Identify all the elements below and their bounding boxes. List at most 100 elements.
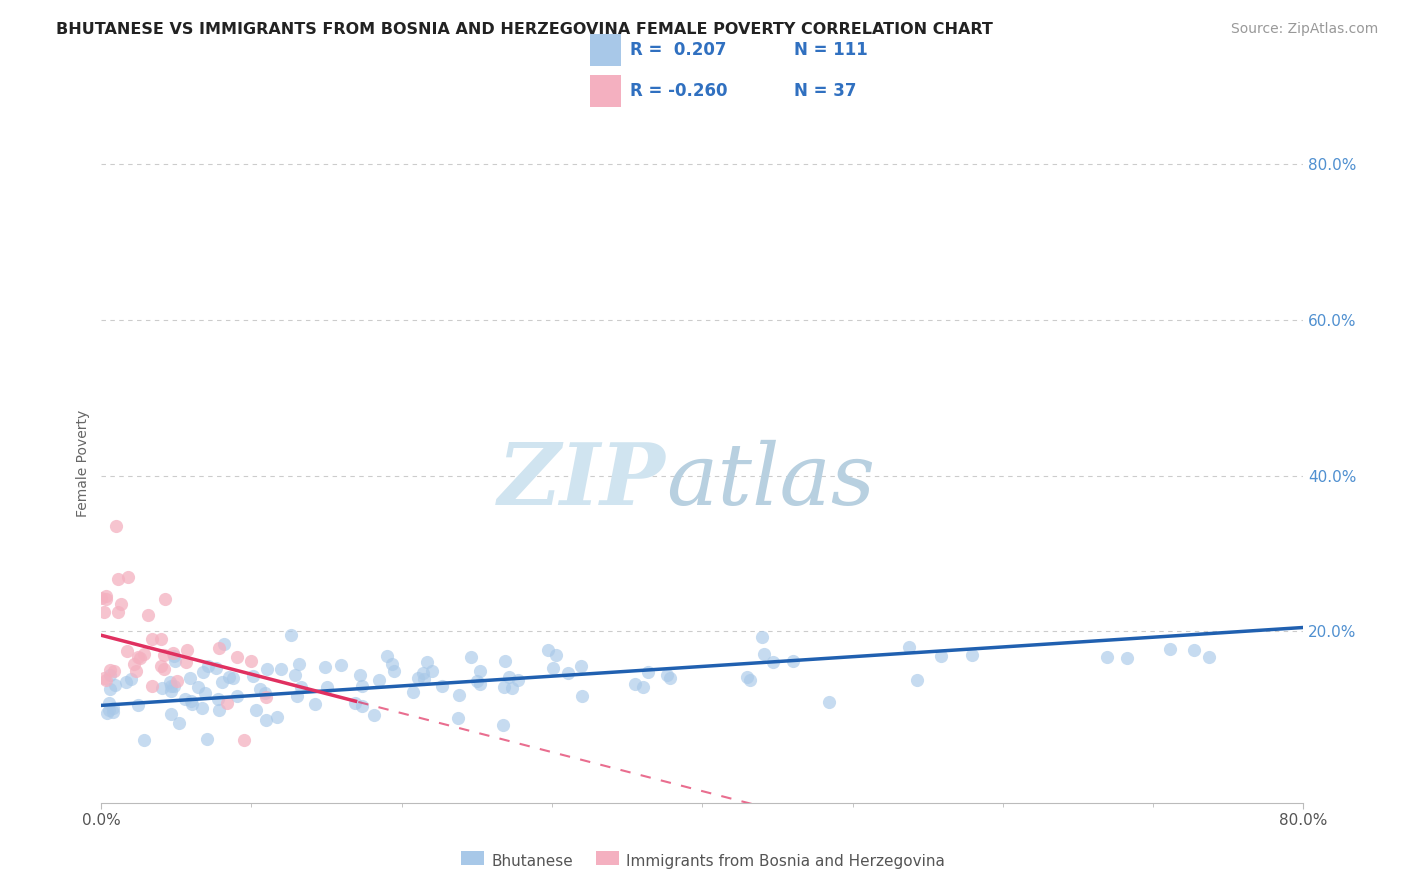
- Point: [352, 679, 374, 693]
- Point: [197, 732, 219, 747]
- Point: [494, 654, 516, 668]
- Point: [541, 661, 564, 675]
- Text: BHUTANESE VS IMMIGRANTS FROM BOSNIA AND HERZEGOVINA FEMALE POVERTY CORRELATION C: BHUTANESE VS IMMIGRANTS FROM BOSNIA AND …: [56, 22, 993, 37]
- Text: R =  0.207: R = 0.207: [630, 41, 727, 59]
- Point: [93, 671, 115, 685]
- Point: [110, 597, 132, 611]
- Point: [104, 677, 127, 691]
- Point: [280, 628, 302, 642]
- Point: [315, 680, 337, 694]
- Point: [762, 655, 785, 669]
- Point: [363, 708, 385, 723]
- Point: [557, 665, 579, 680]
- Bar: [589, 75, 620, 107]
- Point: [406, 671, 429, 685]
- Point: [907, 673, 929, 687]
- Point: [284, 667, 307, 681]
- Point: [1095, 649, 1118, 664]
- Point: [222, 671, 245, 685]
- Point: [1198, 650, 1220, 665]
- Point: [658, 671, 681, 685]
- Point: [239, 654, 262, 668]
- Point: [149, 632, 172, 646]
- Point: [163, 654, 186, 668]
- Text: N = 37: N = 37: [794, 82, 856, 100]
- Point: [163, 649, 186, 664]
- Point: [460, 650, 482, 665]
- Point: [465, 674, 488, 689]
- Point: [330, 657, 353, 672]
- Point: [208, 640, 231, 655]
- Point: [491, 718, 513, 732]
- Point: [159, 674, 181, 689]
- Point: [449, 688, 471, 702]
- Point: [127, 649, 149, 664]
- Point: [233, 733, 256, 747]
- Point: [402, 684, 425, 698]
- Point: [381, 657, 404, 671]
- Point: [207, 691, 229, 706]
- Point: [98, 703, 121, 717]
- Point: [349, 668, 371, 682]
- Point: [98, 667, 121, 681]
- Text: Source: ZipAtlas.com: Source: ZipAtlas.com: [1230, 22, 1378, 37]
- Point: [187, 680, 209, 694]
- Point: [314, 660, 336, 674]
- Point: [132, 647, 155, 661]
- Bar: [589, 34, 620, 66]
- Point: [226, 650, 249, 665]
- Point: [115, 644, 138, 658]
- Point: [180, 694, 202, 708]
- Point: [897, 640, 920, 654]
- Point: [420, 665, 443, 679]
- Point: [125, 665, 148, 679]
- Point: [412, 665, 434, 680]
- Point: [122, 657, 145, 671]
- Point: [98, 681, 121, 696]
- Point: [98, 663, 121, 677]
- Point: [288, 657, 311, 672]
- Point: [169, 716, 191, 731]
- Point: [782, 654, 804, 668]
- Point: [447, 711, 470, 725]
- Point: [191, 665, 214, 679]
- Point: [254, 690, 277, 705]
- Point: [249, 682, 271, 697]
- Point: [256, 662, 278, 676]
- Point: [204, 660, 226, 674]
- Point: [132, 733, 155, 747]
- Point: [194, 686, 217, 700]
- Point: [494, 680, 516, 694]
- Point: [127, 698, 149, 712]
- Point: [245, 702, 267, 716]
- Point: [176, 655, 198, 669]
- Point: [96, 706, 118, 720]
- Point: [304, 698, 326, 712]
- Point: [817, 695, 839, 709]
- Point: [413, 672, 436, 686]
- Point: [254, 713, 277, 727]
- Point: [107, 572, 129, 586]
- Point: [266, 710, 288, 724]
- Point: [136, 607, 159, 622]
- Point: [735, 670, 758, 684]
- Point: [96, 673, 118, 687]
- Point: [657, 667, 679, 681]
- Point: [637, 665, 659, 679]
- Point: [1182, 643, 1205, 657]
- Point: [163, 679, 186, 693]
- Point: [208, 703, 231, 717]
- Point: [179, 671, 201, 685]
- Point: [430, 679, 453, 693]
- Point: [571, 690, 593, 704]
- Point: [350, 699, 373, 714]
- Point: [107, 605, 129, 619]
- Point: [382, 665, 405, 679]
- Point: [1159, 642, 1181, 657]
- Point: [159, 679, 181, 693]
- Y-axis label: Female Poverty: Female Poverty: [76, 410, 90, 517]
- Point: [537, 643, 560, 657]
- Point: [751, 630, 773, 644]
- Point: [98, 696, 121, 710]
- Point: [624, 676, 647, 690]
